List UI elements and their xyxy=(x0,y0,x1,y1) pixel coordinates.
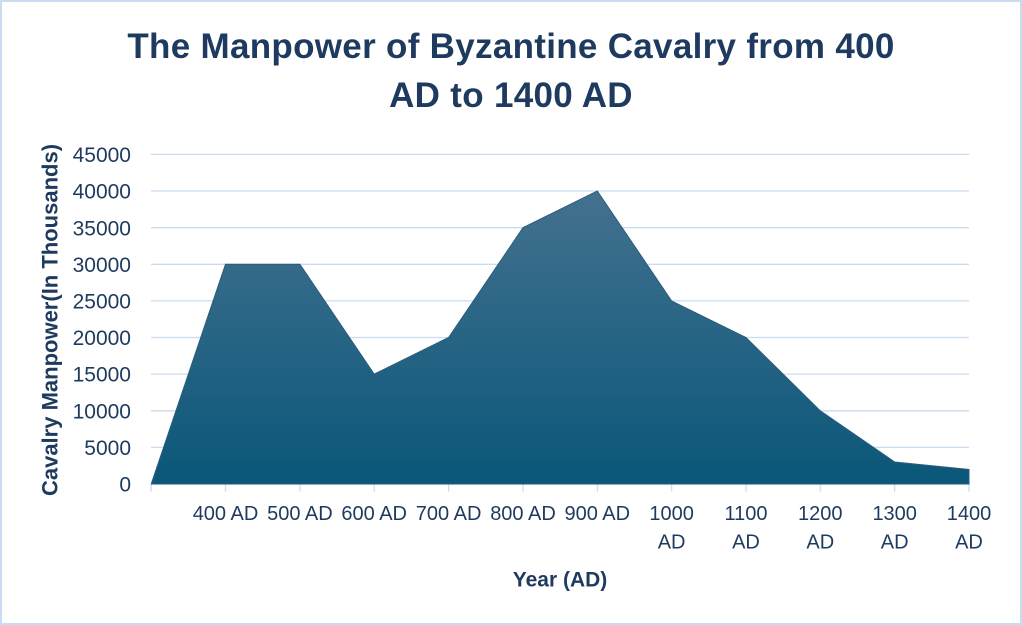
svg-text:AD: AD xyxy=(881,532,909,554)
svg-text:35000: 35000 xyxy=(73,217,131,240)
svg-text:15000: 15000 xyxy=(73,364,131,387)
svg-text:20000: 20000 xyxy=(73,327,131,350)
svg-text:1100: 1100 xyxy=(724,503,767,525)
svg-text:0: 0 xyxy=(119,474,131,497)
svg-text:40000: 40000 xyxy=(73,181,131,204)
svg-text:45000: 45000 xyxy=(73,144,131,167)
svg-text:800 AD: 800 AD xyxy=(490,503,556,525)
svg-text:600 AD: 600 AD xyxy=(341,503,407,525)
svg-text:AD: AD xyxy=(806,532,834,554)
svg-text:Year (AD): Year (AD) xyxy=(513,569,608,592)
svg-text:AD: AD xyxy=(732,532,760,554)
svg-text:AD: AD xyxy=(658,532,686,554)
svg-text:400 AD: 400 AD xyxy=(193,503,259,525)
svg-text:1200: 1200 xyxy=(798,503,843,525)
svg-text:AD: AD xyxy=(955,532,983,554)
svg-text:900 AD: 900 AD xyxy=(564,503,630,525)
svg-text:30000: 30000 xyxy=(73,254,131,277)
svg-text:1300: 1300 xyxy=(872,503,917,525)
svg-text:10000: 10000 xyxy=(73,400,131,423)
svg-text:5000: 5000 xyxy=(84,437,131,460)
svg-text:500 AD: 500 AD xyxy=(267,503,333,525)
svg-text:25000: 25000 xyxy=(73,291,131,314)
svg-text:Cavalry Manpower(In Thousands): Cavalry Manpower(In Thousands) xyxy=(38,144,63,496)
svg-text:700 AD: 700 AD xyxy=(416,503,482,525)
svg-text:1400: 1400 xyxy=(947,503,992,525)
svg-text:1000: 1000 xyxy=(649,503,694,525)
